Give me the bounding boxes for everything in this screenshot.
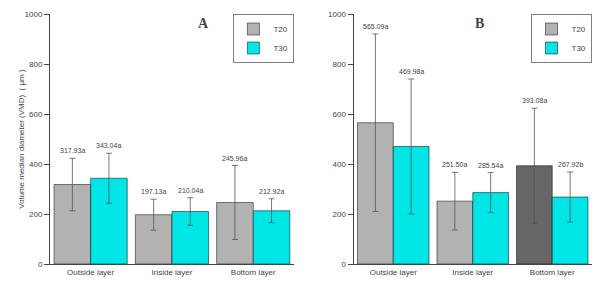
svg-text:1000: 1000	[328, 10, 346, 19]
svg-text:1000: 1000	[25, 10, 43, 19]
svg-text:T30: T30	[572, 44, 586, 53]
svg-text:Inside layer: Inside layer	[151, 268, 192, 277]
svg-text:A: A	[198, 16, 209, 31]
svg-text:267.92b: 267.92b	[558, 161, 583, 168]
svg-text:200: 200	[29, 210, 43, 219]
svg-text:600: 600	[333, 110, 347, 119]
svg-text:197.13a: 197.13a	[141, 188, 166, 195]
svg-text:212.92a: 212.92a	[259, 188, 284, 195]
svg-text:800: 800	[333, 60, 347, 69]
svg-text:Volume median diameter (VMD): Volume median diameter (VMD) ( μm )	[17, 69, 26, 209]
svg-text:285.54a: 285.54a	[478, 162, 503, 169]
svg-text:Outside layer: Outside layer	[370, 268, 417, 277]
svg-text:T20: T20	[572, 25, 586, 34]
svg-text:T30: T30	[273, 44, 287, 53]
svg-text:251.50a: 251.50a	[442, 161, 467, 168]
svg-text:600: 600	[29, 110, 43, 119]
svg-text:469.98a: 469.98a	[399, 68, 424, 75]
svg-text:800: 800	[29, 60, 43, 69]
svg-text:T20: T20	[273, 25, 287, 34]
svg-text:200: 200	[333, 210, 347, 219]
svg-text:210.04a: 210.04a	[178, 187, 203, 194]
svg-text:400: 400	[333, 160, 347, 169]
svg-text:343.04a: 343.04a	[96, 142, 121, 149]
svg-text:565.09a: 565.09a	[363, 23, 388, 30]
svg-text:Outside layer: Outside layer	[67, 268, 114, 277]
svg-text:393.08a: 393.08a	[522, 97, 547, 104]
svg-text:B: B	[475, 16, 484, 31]
svg-text:245.96a: 245.96a	[222, 155, 247, 162]
svg-text:0: 0	[38, 260, 43, 269]
svg-text:400: 400	[29, 160, 43, 169]
svg-text:Inside layer: Inside layer	[452, 268, 493, 277]
svg-text:317.93a: 317.93a	[60, 147, 85, 154]
svg-text:Bottom layer: Bottom layer	[231, 268, 276, 277]
svg-text:0: 0	[341, 260, 346, 269]
svg-text:Bottom layer: Bottom layer	[530, 268, 575, 277]
